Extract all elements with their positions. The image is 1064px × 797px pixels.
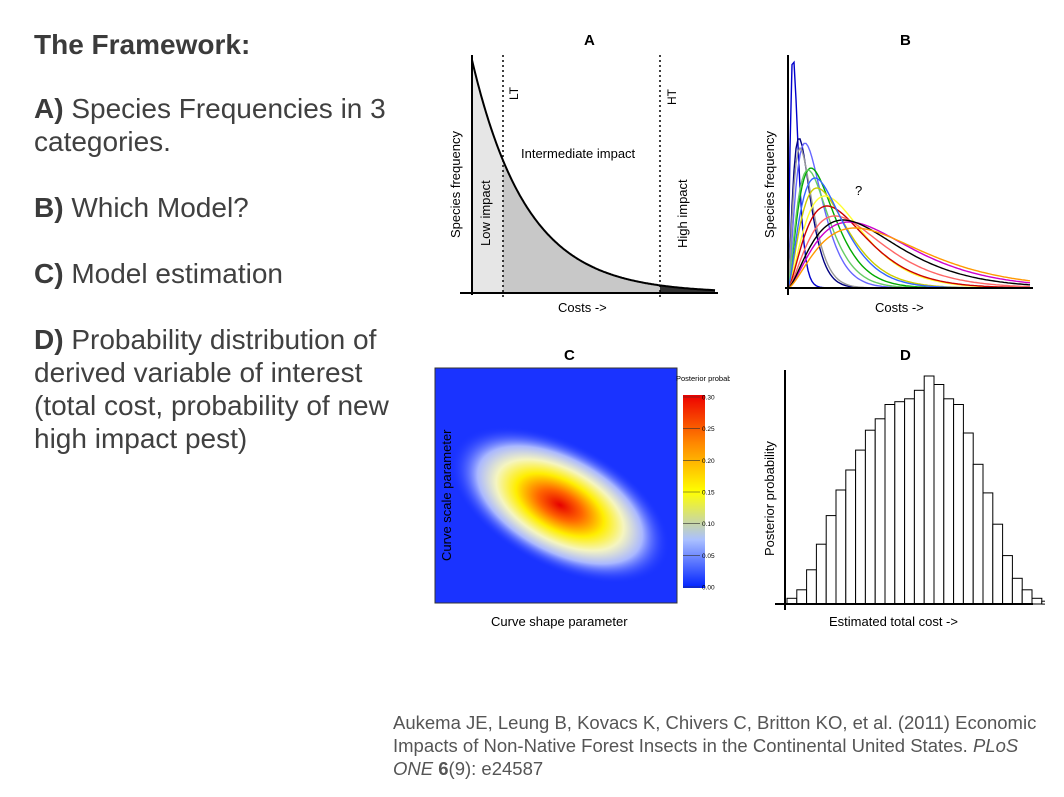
chart-b: ? Species frequency Costs -> (762, 55, 1033, 315)
histogram-bar (1011, 577, 1023, 605)
histogram-bar (874, 418, 886, 605)
citation-journal: PLoS ONE (393, 735, 1019, 779)
lt-label: LT (507, 86, 521, 100)
slide-title: The Framework: (34, 29, 251, 60)
d-xlabel: Estimated total cost -> (829, 614, 958, 629)
histogram-bar (815, 543, 827, 605)
histogram-bar (855, 449, 866, 605)
frequency-curve (471, 59, 716, 292)
histogram-bar (923, 375, 935, 605)
histogram-bar (972, 463, 984, 605)
citation-issue: (9): e24587 (448, 758, 544, 779)
b-question-mark: ? (855, 183, 862, 198)
legend-tick-label: 0.20 (702, 458, 715, 465)
histogram-bar (1021, 589, 1033, 605)
histogram-bar (1031, 597, 1043, 605)
histogram-bar (806, 569, 817, 605)
candidate-curve (787, 205, 1030, 289)
legend-tick-label: 0.00 (702, 585, 715, 592)
posterior-density-blob (450, 426, 670, 584)
legend-tick-label: 0.30 (702, 395, 715, 402)
b-xlabel: Costs -> (875, 300, 924, 315)
histogram-bar (913, 389, 925, 605)
candidate-curves (787, 60, 1031, 289)
candidate-curve (787, 215, 1031, 289)
item-b-letter: B) (34, 192, 64, 223)
histogram-bar (992, 523, 1004, 605)
histogram-bar (796, 589, 808, 605)
citation-volume: 6 (438, 758, 449, 779)
candidate-curve (787, 219, 1031, 289)
legend-title: Posterior probability (676, 374, 730, 383)
intermediate-impact-label: Intermediate impact (521, 146, 636, 161)
histogram-bar (864, 429, 876, 605)
b-ylabel: Species frequency (762, 131, 777, 238)
panel-label-b: B (900, 32, 911, 49)
ht-label: HT (665, 88, 679, 105)
histogram-bar (933, 384, 945, 605)
item-a-letter: A) (34, 93, 64, 124)
framework-text: The Framework: A) Species Frequencies in… (34, 28, 414, 488)
low-impact-label: Low impact (478, 180, 493, 246)
legend-tick-label: 0.05 (702, 553, 715, 560)
panel-label-d: D (900, 347, 911, 364)
panel-label-a: A (584, 32, 595, 49)
histogram-bar (962, 432, 974, 605)
candidate-curve (787, 227, 1031, 289)
item-c-text: Model estimation (71, 258, 283, 289)
item-a-text: Species Frequencies in 3 categories. (34, 93, 386, 157)
histogram-bars (786, 375, 1045, 605)
histogram-bar (943, 398, 955, 605)
c-xlabel: Curve shape parameter (491, 614, 628, 629)
item-d: D) Probability distribution of derived v… (34, 323, 414, 455)
histogram-bar (845, 469, 857, 605)
citation-authors: Aukema JE, Leung B, Kovacs K, Chivers C,… (393, 712, 1037, 756)
panel-label-c: C (564, 347, 575, 364)
histogram-bar (982, 492, 994, 605)
histogram-bar (953, 404, 964, 605)
a-xlabel: Costs -> (558, 300, 607, 315)
low-impact-area (472, 60, 503, 293)
histogram-bar (904, 398, 915, 605)
a-ylabel: Species frequency (448, 131, 463, 238)
candidate-curve (787, 138, 1030, 289)
item-d-letter: D) (34, 324, 64, 355)
candidate-curve (787, 221, 1031, 289)
posterior-legend-bar (683, 395, 705, 588)
item-a: A) Species Frequencies in 3 categories. (34, 92, 414, 158)
item-c: C) Model estimation (34, 257, 414, 290)
high-impact-label: High impact (675, 179, 690, 248)
chart-d: Posterior probability Estimated total co… (762, 370, 1045, 629)
histogram-bar (1002, 555, 1013, 605)
legend-ticks: 0.30 0.25 0.20 0.15 0.10 0.05 0.00 (683, 395, 715, 592)
candidate-curve (787, 142, 1030, 289)
citation: Aukema JE, Leung B, Kovacs K, Chivers C,… (393, 711, 1058, 780)
intermediate-impact-area (503, 160, 660, 293)
item-b: B) Which Model? (34, 191, 414, 224)
item-b-text: Which Model? (71, 192, 249, 223)
legend-tick-label: 0.25 (702, 426, 715, 433)
legend-tick-label: 0.15 (702, 490, 715, 497)
histogram-bar (884, 404, 896, 605)
d-ylabel: Posterior probability (762, 441, 777, 556)
chart-a: LT HT Low impact Intermediate impact Hig… (448, 55, 718, 315)
histogram-bar (1041, 600, 1045, 605)
item-c-letter: C) (34, 258, 64, 289)
c-ylabel: Curve scale parameter (439, 429, 454, 561)
histogram-bar (825, 515, 837, 605)
chart-c: Posterior probability 0.300.250.200.150.… (434, 367, 730, 629)
legend-tick-label: 0.10 (702, 521, 715, 528)
histogram-bar (835, 489, 847, 605)
candidate-curve (787, 146, 1030, 289)
histogram-bar (894, 401, 906, 605)
item-d-text: Probability distribution of derived vari… (34, 324, 389, 454)
